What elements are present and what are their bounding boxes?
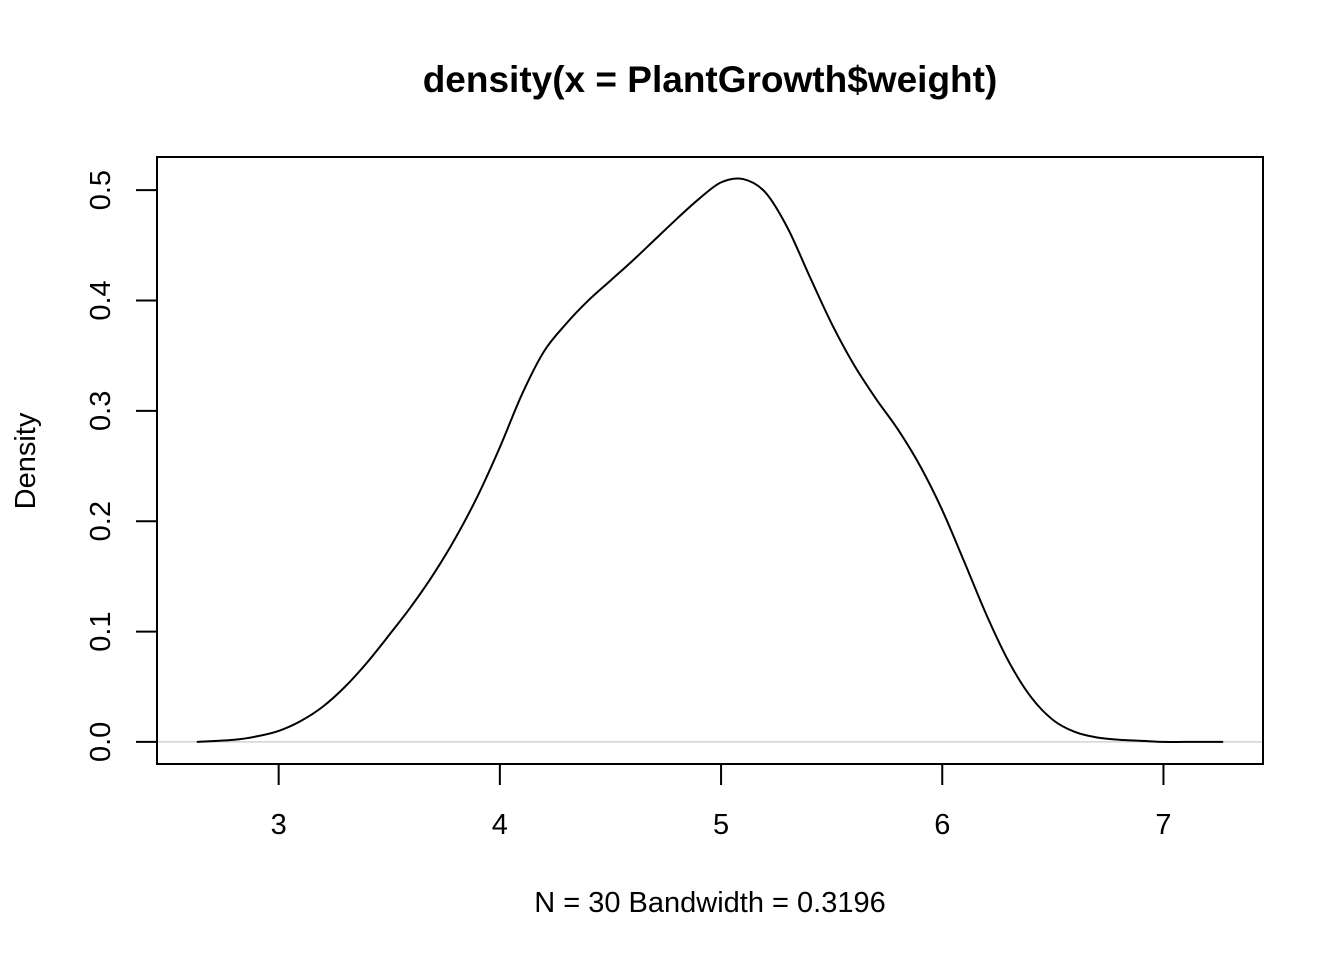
x-tick-label: 4 — [492, 809, 508, 841]
x-tick-label: 6 — [934, 809, 950, 841]
x-axis-label: N = 30 Bandwidth = 0.3196 — [534, 887, 885, 919]
density-curve — [196, 177, 1224, 744]
x-axis: 3 4 5 6 7 — [271, 763, 1172, 841]
y-tick-label: 0.2 — [85, 501, 117, 541]
x-tick-label: 5 — [713, 809, 729, 841]
plot-frame — [156, 156, 1264, 765]
y-axis: 0.0 0.1 0.2 0.3 0.4 0.5 — [85, 170, 158, 762]
y-tick-label: 0.4 — [85, 280, 117, 320]
y-tick-label: 0.3 — [85, 391, 117, 431]
x-tick-label: 7 — [1155, 809, 1171, 841]
y-tick-label: 0.0 — [85, 722, 117, 762]
chart-title: density(x = PlantGrowth$weight) — [423, 59, 998, 100]
x-tick-label: 3 — [271, 809, 287, 841]
y-axis-label: Density — [10, 412, 42, 509]
y-tick-label: 0.1 — [85, 611, 117, 651]
y-tick-label: 0.5 — [85, 170, 117, 210]
